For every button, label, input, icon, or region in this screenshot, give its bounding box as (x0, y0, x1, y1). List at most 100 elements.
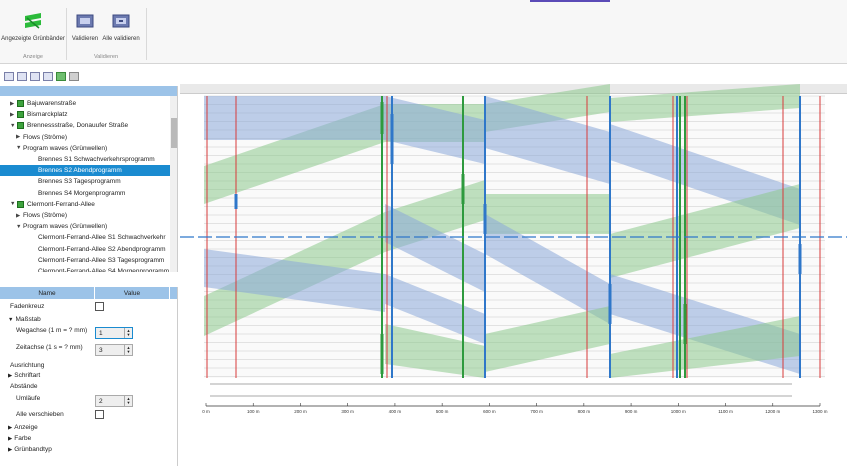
property-grid-header: Name Value (0, 287, 177, 299)
property-row[interactable]: Umläufe 2 ▲ ▼ (0, 393, 170, 407)
property-number-input[interactable]: 1 ▲ ▼ (95, 327, 133, 339)
property-number-input[interactable]: 3 ▲ ▼ (95, 344, 133, 356)
property-number-input[interactable]: 2 ▲ ▼ (95, 395, 133, 407)
spinner-icon[interactable]: ▲ ▼ (124, 328, 132, 338)
scrollbar-thumb[interactable] (171, 118, 177, 148)
property-name: Zeitachse (1 s = ? mm) (0, 344, 95, 351)
tree-item[interactable]: ▶ Bismarckplatz (0, 109, 170, 120)
axis-tick-label: 700 m (530, 409, 543, 414)
tree-item[interactable]: Brennes S4 Morgenprogramm (0, 188, 170, 199)
expand-all-icon[interactable] (4, 71, 14, 81)
validate-all-label: Alle validieren (102, 36, 140, 42)
blue-wave-band (204, 249, 385, 312)
property-row[interactable]: ▼ Maßstab (0, 314, 170, 325)
property-name-label: Maßstab (15, 316, 41, 323)
property-name-label: Abstände (10, 383, 38, 390)
collapsed-arrow-icon[interactable]: ▶ (16, 134, 21, 141)
property-name-label: Wegachse (1 m = ? mm) (16, 327, 88, 334)
tree-item[interactable]: Clermont-Ferrand-Allee S2 Abendprogramm (0, 244, 170, 255)
tree-item[interactable]: ▼ Program waves (Grünwellen) (0, 221, 170, 232)
expanded-arrow-icon[interactable]: ▼ (16, 145, 22, 152)
tree-item-label: Clermont-Ferrand-Allee S1 Schwachverkehr (38, 234, 166, 242)
property-row[interactable]: ▶ Schriftart (0, 370, 170, 381)
tree-item[interactable]: ▼ Clermont-Ferrand-Allee (0, 199, 170, 210)
diagram-header-strip (180, 84, 847, 94)
ribbon-separator (146, 8, 147, 60)
green-bands-button[interactable]: Angezeigte Grünbänder (1, 4, 65, 42)
axis-tick-label: 600 m (483, 409, 496, 414)
expanded-arrow-icon[interactable]: ▼ (16, 223, 22, 230)
green-wave-band (610, 84, 800, 122)
tree-item[interactable]: ▶ Flows (Ströme) (0, 210, 170, 221)
collapsed-arrow-icon[interactable]: ▶ (16, 212, 21, 219)
validate-all-button[interactable]: Alle validieren (92, 4, 150, 42)
property-expand-icon[interactable]: ▶ (8, 425, 13, 431)
tree-item-label: Brennessstraße, Donauufer Straße (27, 122, 129, 130)
tree-item[interactable]: Brennes S3 Tagesprogramm (0, 176, 170, 187)
tree-toolbar (0, 68, 180, 84)
property-name: Ausrichtung (0, 362, 95, 369)
tree-item[interactable]: Brennes S1 Schwachverkehrsprogramm (0, 154, 170, 165)
time-space-diagram[interactable]: 0 m 100 m 200 m 300 m 400 m 500 m 600 m 700 m 80… (180, 84, 847, 466)
property-row[interactable]: Alle verschieben (0, 409, 170, 420)
property-row[interactable]: Abstände (0, 381, 170, 392)
tree-item[interactable]: Clermont-Ferrand-Allee S4 Morgenprogramm (0, 266, 170, 272)
expanded-arrow-icon[interactable]: ▼ (10, 122, 16, 129)
ribbon-group-label: Validieren (93, 54, 119, 60)
collapse-all-icon[interactable] (17, 71, 27, 81)
property-expand-icon[interactable]: ▶ (8, 373, 13, 379)
green-wave-band (385, 324, 485, 378)
property-checkbox[interactable] (95, 302, 104, 311)
property-expand-icon[interactable]: ▶ (8, 436, 13, 442)
property-row[interactable]: Ausrichtung (0, 360, 170, 371)
add-node-icon[interactable] (30, 71, 40, 81)
column-header-name: Name (0, 287, 95, 299)
property-row[interactable]: Fadenkreuz (0, 301, 170, 312)
collapsed-arrow-icon[interactable]: ▶ (10, 111, 15, 118)
property-row[interactable]: Zeitachse (1 s = ? mm) 3 ▲ ▼ (0, 342, 170, 356)
property-value: 3 (99, 346, 103, 354)
property-name: ▼ Maßstab (0, 316, 95, 323)
property-name-label: Anzeige (14, 424, 38, 431)
tree-item-label: Brennes S4 Morgenprogramm (38, 189, 126, 197)
property-row[interactable]: ▶ Farbe (0, 433, 170, 444)
property-name: ▶ Schriftart (0, 372, 95, 379)
property-value: 1 (99, 329, 103, 337)
spinner-icon[interactable]: ▲ ▼ (124, 345, 132, 355)
blue-wave-band (485, 214, 610, 324)
tree-item[interactable]: ▶ Bajuwarenstraße (0, 98, 170, 109)
axis-tick-label: 0 m (202, 409, 210, 414)
diagram-canvas[interactable]: 0 m 100 m 200 m 300 m 400 m 500 m 600 m 700 m 80… (180, 84, 847, 466)
axis-tick-label: 1200 m (765, 409, 780, 414)
green-wave-band (485, 306, 610, 372)
property-row[interactable]: Wegachse (1 m = ? mm) 1 ▲ ▼ (0, 325, 170, 339)
property-checkbox[interactable] (95, 410, 104, 419)
property-expand-icon[interactable]: ▼ (8, 317, 14, 323)
tree-scrollbar[interactable] (170, 96, 177, 272)
validate-all-icon (112, 14, 130, 28)
ribbon-group-validieren: Validieren Alle validieren Validieren (68, 4, 144, 62)
blue-wave-band (385, 204, 485, 292)
validate-button[interactable]: Validieren (56, 4, 114, 42)
ribbon-separator (66, 8, 67, 60)
green-band-icon[interactable] (56, 71, 66, 81)
tree-item[interactable]: Clermont-Ferrand-Allee S1 Schwachverkehr (0, 232, 170, 243)
spinner-icon[interactable]: ▲ ▼ (124, 396, 132, 406)
print-icon[interactable] (69, 71, 79, 81)
axis-tick-label: 300 m (341, 409, 354, 414)
tree-item[interactable]: ▼ Brennessstraße, Donauufer Straße (0, 120, 170, 131)
tree-item[interactable]: ▼ Program waves (Grünwellen) (0, 143, 170, 154)
collapsed-arrow-icon[interactable]: ▶ (10, 100, 15, 107)
tree-item-label: Program waves (Grünwellen) (23, 144, 108, 152)
property-expand-icon[interactable]: ▶ (8, 447, 13, 453)
green-wave-band (610, 184, 800, 278)
tree-item[interactable]: Brennes S2 Abendprogramm (0, 165, 170, 177)
tree-item[interactable]: Clermont-Ferrand-Allee S3 Tagesprogramm (0, 255, 170, 266)
property-row[interactable]: ▶ Anzeige (0, 422, 170, 433)
remove-node-icon[interactable] (43, 71, 53, 81)
expanded-arrow-icon[interactable]: ▼ (10, 201, 16, 208)
property-row[interactable]: ▶ Grünbandtyp (0, 444, 170, 455)
validate-icon (76, 14, 94, 28)
axis-tick-label: 900 m (625, 409, 638, 414)
tree-item[interactable]: ▶ Flows (Ströme) (0, 132, 170, 143)
